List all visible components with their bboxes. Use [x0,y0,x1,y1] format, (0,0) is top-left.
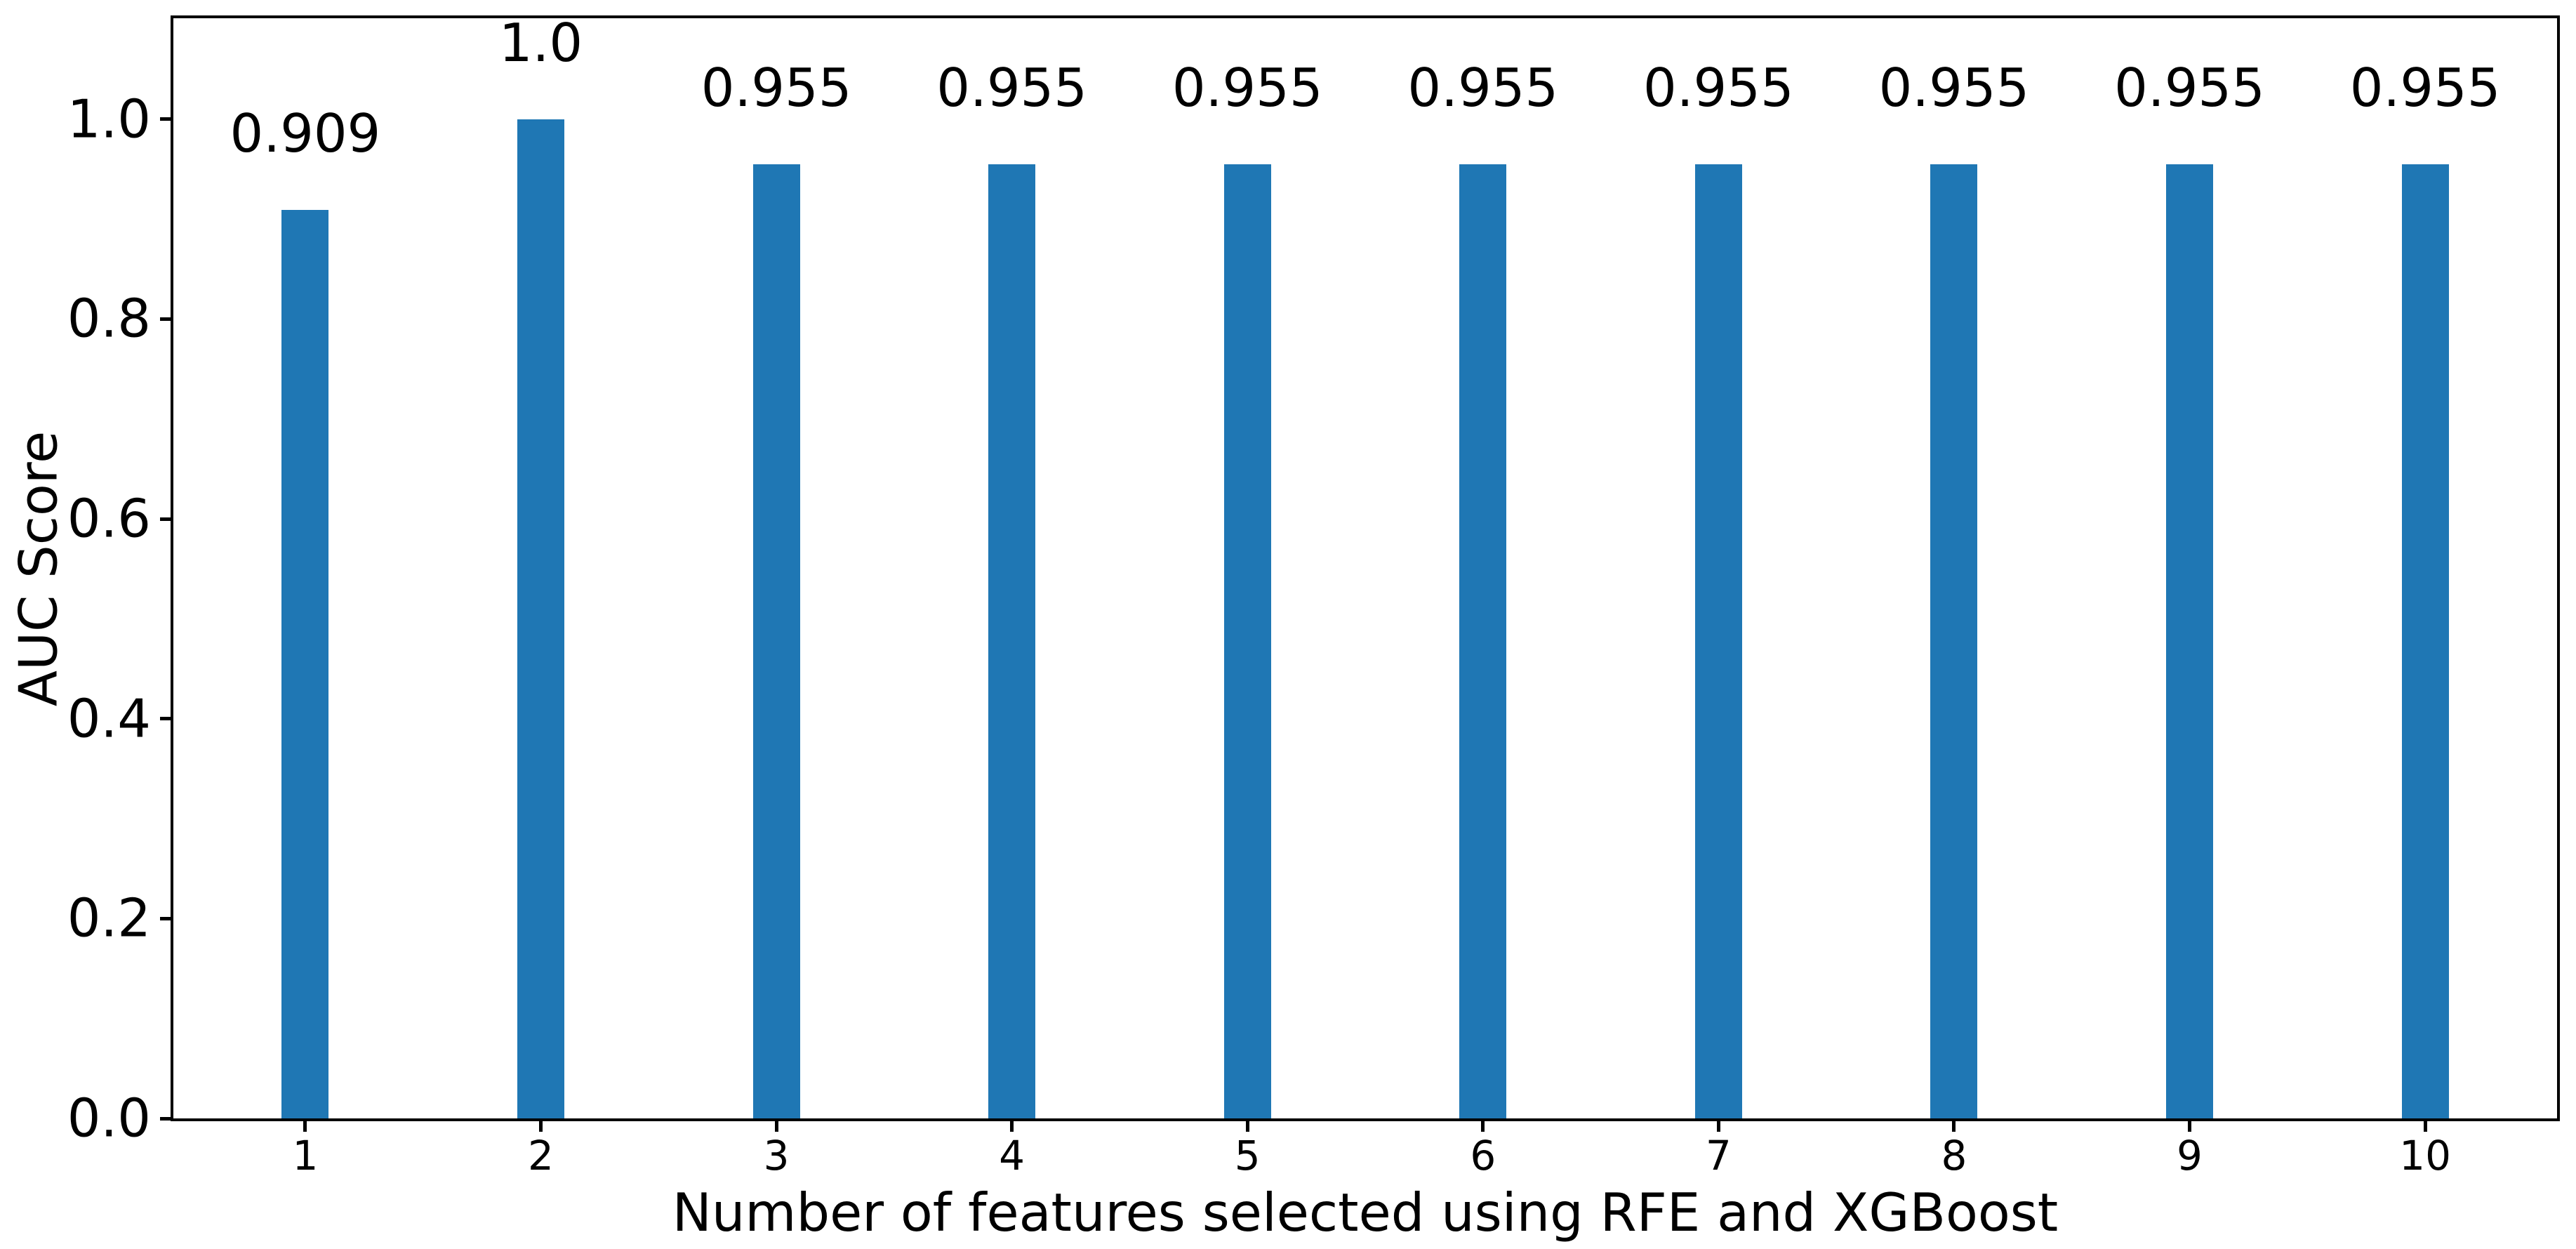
x-tick-label: 9 [2177,1132,2203,1179]
bar-value-label: 0.909 [230,103,381,165]
bar-value-label: 1.0 [498,11,583,74]
bar [1223,164,1271,1118]
bar-value-label: 0.955 [1878,56,2030,119]
x-tick-label: 2 [528,1132,554,1179]
plot-frame [171,15,2560,1121]
x-tick-label: 8 [1941,1132,1967,1179]
y-tick-mark [160,517,171,521]
y-tick-mark [160,317,171,321]
bar-value-label: 0.955 [936,56,1087,119]
x-tick-mark [2188,1121,2191,1132]
y-tick-label: 1.0 [67,88,151,150]
bar-value-label: 0.955 [1407,56,1559,119]
y-tick-label: 0.0 [67,1087,151,1149]
bar [1930,164,1978,1118]
bar [517,119,565,1118]
x-tick-label: 6 [1470,1132,1496,1179]
x-tick-mark [2423,1121,2427,1132]
x-tick-label: 7 [1705,1132,1732,1179]
x-tick-label: 3 [763,1132,790,1179]
x-tick-mark [303,1121,307,1132]
bar [1694,164,1742,1118]
bar-value-label: 0.955 [1643,56,1794,119]
x-tick-mark [1716,1121,1720,1132]
x-tick-mark [538,1121,543,1132]
bar [281,210,329,1118]
x-tick-mark [774,1121,778,1132]
bar-value-label: 0.955 [2349,56,2501,119]
bar [752,164,800,1118]
bar-value-label: 0.955 [1171,56,1323,119]
y-tick-label: 0.6 [67,487,151,550]
y-tick-label: 0.4 [67,687,151,750]
x-tick-label: 4 [999,1132,1025,1179]
y-tick-mark [160,717,171,721]
y-axis-label: AUC Score [7,430,69,707]
x-axis-label: Number of features selected using RFE an… [672,1182,2059,1243]
bar-value-label: 0.955 [2114,56,2265,119]
bar [2165,164,2214,1118]
y-tick-mark [160,1116,171,1121]
x-tick-mark [1010,1121,1014,1132]
y-tick-mark [160,916,171,920]
plot-area: 0.909 1.0 0.955 0.955 0.955 0.955 0.955 0.955 0.… [173,11,2557,1118]
bar [988,164,1036,1118]
x-tick-label: 5 [1234,1132,1261,1179]
x-tick-label: 10 [2399,1132,2451,1179]
bar [2401,164,2449,1118]
x-tick-mark [1245,1121,1249,1132]
bar-value-label: 0.955 [701,56,852,119]
x-tick-mark [1952,1121,1956,1132]
bar [1459,164,1507,1118]
y-tick-mark [160,117,171,121]
x-tick-label: 1 [292,1132,319,1179]
y-tick-label: 0.8 [67,287,151,350]
y-tick-label: 0.2 [67,887,151,949]
x-tick-mark [1481,1121,1485,1132]
